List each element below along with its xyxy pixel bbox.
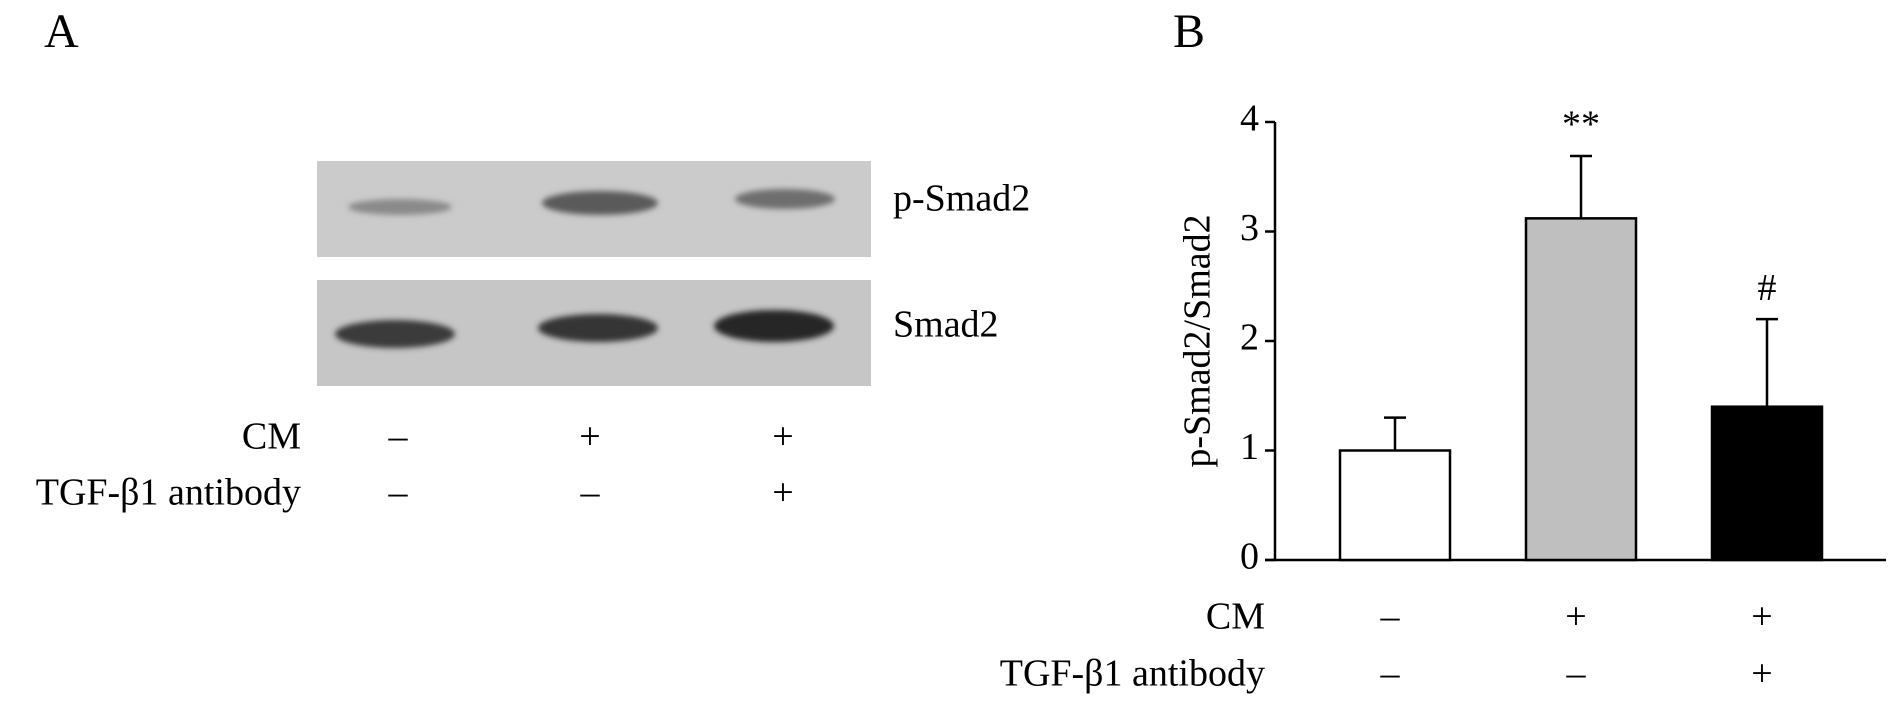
condition-value: –: [1566, 653, 1587, 695]
condition-label: TGF-β1 antibody: [36, 472, 301, 514]
condition-value: +: [579, 416, 600, 458]
blot-label: Smad2: [893, 304, 999, 346]
y-tick-label: 3: [1240, 207, 1259, 249]
condition-value: –: [580, 472, 601, 514]
y-axis-label: p-Smad2/Smad2: [1177, 214, 1219, 467]
panel-label: B: [1173, 5, 1205, 58]
panel-label: A: [44, 5, 79, 58]
condition-value: +: [772, 416, 793, 458]
y-tick-label: 4: [1240, 98, 1259, 140]
condition-label: TGF-β1 antibody: [1000, 653, 1265, 695]
condition-value: +: [772, 472, 793, 514]
y-tick-label: 0: [1240, 536, 1259, 578]
condition-label: CM: [242, 416, 301, 458]
bar: [1710, 405, 1824, 562]
significance-label: #: [1758, 267, 1777, 309]
bar: [1338, 449, 1452, 562]
condition-label: CM: [1206, 596, 1265, 638]
y-tick-label: 2: [1240, 317, 1259, 359]
condition-value: –: [1380, 596, 1401, 638]
condition-value: –: [388, 416, 409, 458]
condition-value: +: [1565, 596, 1586, 638]
condition-value: –: [388, 472, 409, 514]
condition-value: +: [1751, 653, 1772, 695]
significance-label: **: [1562, 104, 1600, 146]
y-tick-label: 1: [1240, 426, 1259, 468]
condition-value: –: [1380, 653, 1401, 695]
condition-value: +: [1751, 596, 1772, 638]
blot-label: p-Smad2: [893, 178, 1030, 220]
western-blot: [317, 161, 871, 386]
bar: [1524, 217, 1638, 562]
